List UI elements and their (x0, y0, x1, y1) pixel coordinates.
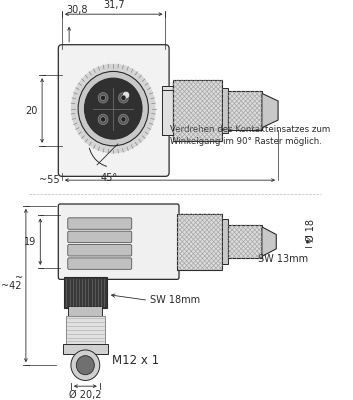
Circle shape (98, 92, 108, 103)
Text: ~55: ~55 (38, 175, 59, 185)
Bar (64, 278, 107, 308)
Text: 20: 20 (25, 106, 37, 116)
FancyBboxPatch shape (58, 45, 169, 176)
Bar (162, 86, 173, 135)
Text: 31,7: 31,7 (103, 0, 125, 10)
Circle shape (71, 350, 100, 380)
Polygon shape (262, 93, 278, 128)
Circle shape (76, 356, 94, 375)
Text: Ø 18: Ø 18 (305, 219, 316, 242)
Bar (222, 88, 228, 134)
FancyBboxPatch shape (68, 258, 132, 269)
Text: Verdrehen des Kontakteinsatzes zum
Winkelgang im 90° Raster möglich.: Verdrehen des Kontakteinsatzes zum Winke… (170, 125, 330, 146)
Bar (228, 92, 262, 130)
Bar (173, 80, 222, 141)
Bar (222, 219, 228, 264)
Bar (177, 214, 222, 270)
Text: M12 x 1: M12 x 1 (112, 354, 160, 367)
Text: 30,8: 30,8 (66, 5, 88, 15)
FancyBboxPatch shape (68, 244, 132, 256)
Text: Ø 20,2: Ø 20,2 (69, 390, 102, 400)
Circle shape (98, 114, 108, 125)
Circle shape (119, 92, 128, 103)
FancyBboxPatch shape (68, 231, 132, 243)
Text: ~42: ~42 (1, 280, 22, 290)
Text: 45°: 45° (100, 172, 117, 182)
Text: ~: ~ (15, 273, 23, 283)
Circle shape (84, 78, 142, 139)
Polygon shape (262, 227, 276, 256)
Bar (66, 316, 105, 344)
FancyBboxPatch shape (58, 204, 179, 279)
Circle shape (121, 117, 126, 122)
FancyBboxPatch shape (68, 218, 132, 229)
Text: SW 13mm: SW 13mm (258, 254, 309, 264)
Circle shape (71, 64, 156, 154)
Bar (63, 344, 108, 354)
Circle shape (101, 95, 106, 100)
Circle shape (78, 72, 148, 146)
Bar (228, 225, 262, 258)
Circle shape (119, 114, 128, 125)
Bar (68, 306, 102, 316)
Circle shape (121, 95, 126, 100)
Circle shape (101, 117, 106, 122)
Circle shape (122, 91, 130, 99)
Text: 19: 19 (24, 237, 36, 247)
Text: SW 18mm: SW 18mm (150, 295, 200, 305)
